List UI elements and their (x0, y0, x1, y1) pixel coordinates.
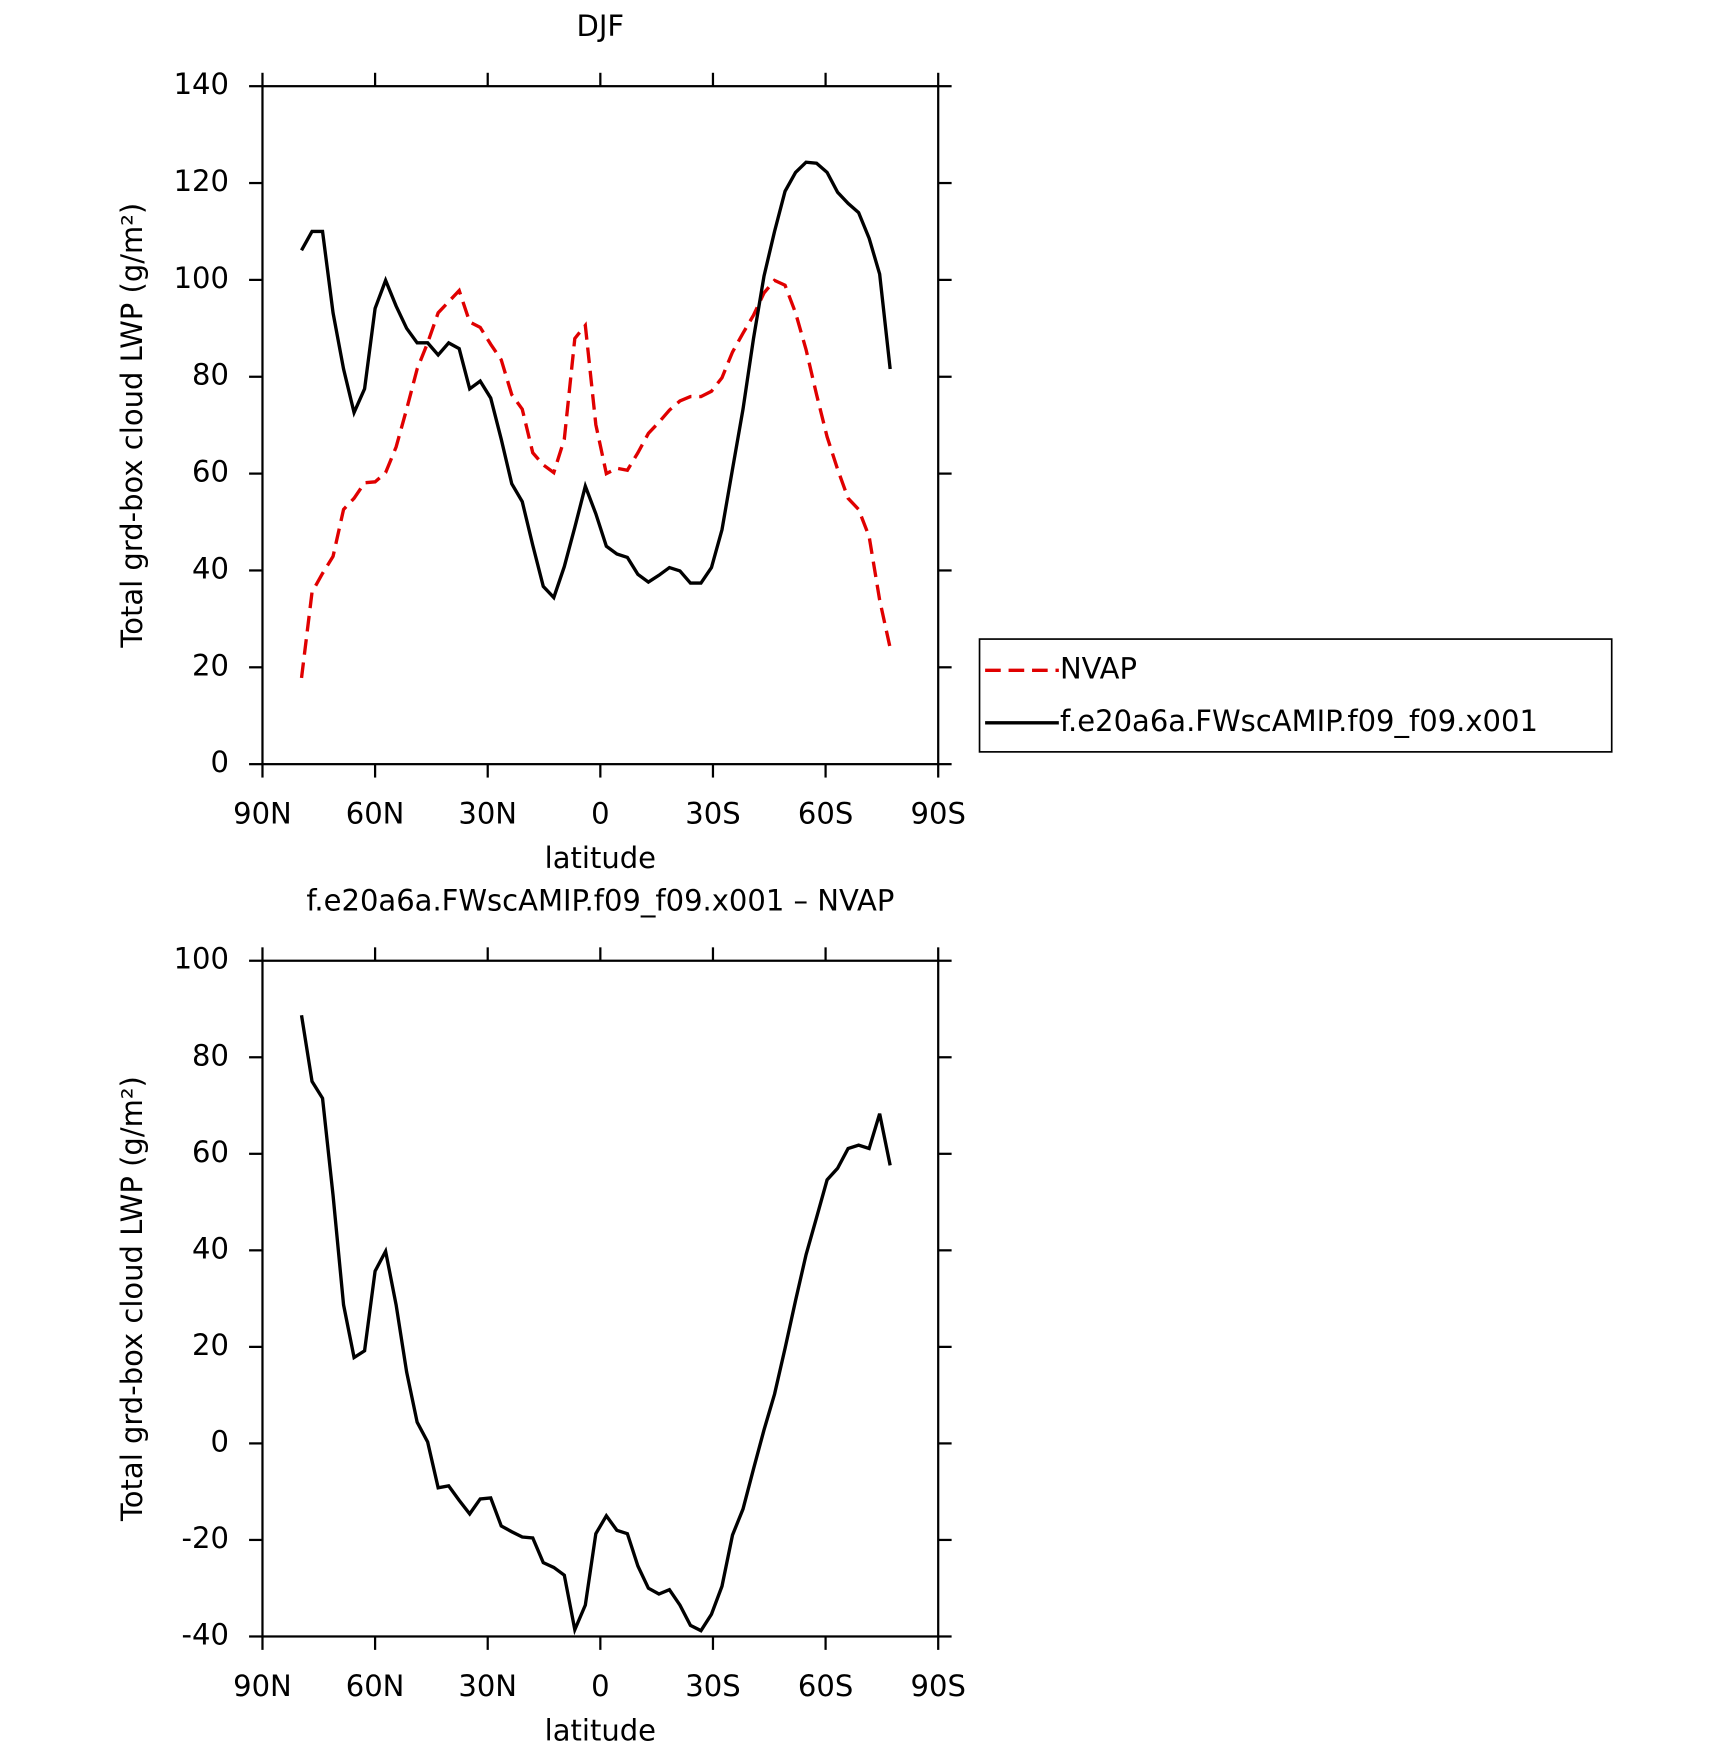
x-tick-label: 0 (591, 1669, 609, 1703)
y-tick-label: 0 (210, 745, 228, 779)
data-line (299, 278, 892, 679)
legend-label: f.e20a6a.FWscAMIP.f09_f09.x001 (1060, 704, 1538, 738)
y-tick-label: -40 (182, 1617, 229, 1651)
data-line (299, 1015, 892, 1636)
x-tick-label: 30S (685, 1669, 740, 1703)
y-tick-label: 120 (174, 164, 229, 198)
y-tick-label: 20 (192, 648, 229, 682)
x-tick-label: 30S (685, 797, 740, 831)
x-tick-label: 60S (798, 797, 853, 831)
plot-frame (261, 959, 940, 1638)
x-axis-label: latitude (545, 1714, 656, 1745)
y-tick-label: 140 (174, 67, 229, 101)
data-line (300, 160, 892, 601)
y-tick-label: -20 (182, 1521, 229, 1555)
y-axis-label: Total grd-box cloud LWP (g/m²) (115, 1076, 149, 1522)
x-tick-label: 90S (911, 797, 966, 831)
y-tick-label: 40 (192, 551, 229, 585)
y-tick-label: 40 (192, 1231, 229, 1265)
legend-label: NVAP (1060, 651, 1137, 685)
x-tick-label: 30N (458, 797, 517, 831)
y-tick-label: 0 (210, 1424, 228, 1458)
chart-title: DJF (577, 9, 625, 43)
x-axis-label: latitude (545, 841, 656, 875)
chart-title: f.e20a6a.FWscAMIP.f09_f09.x001 – NVAP (306, 884, 894, 918)
y-tick-label: 80 (192, 358, 229, 392)
y-axis-label: Total grd-box cloud LWP (g/m²) (115, 203, 149, 649)
x-tick-label: 60N (346, 1669, 405, 1703)
y-tick-label: 100 (174, 261, 229, 295)
x-tick-label: 0 (591, 797, 609, 831)
x-tick-label: 60S (798, 1669, 853, 1703)
x-tick-label: 60N (346, 797, 405, 831)
y-tick-label: 80 (192, 1038, 229, 1072)
y-tick-label: 60 (192, 455, 229, 489)
y-tick-label: 100 (174, 942, 229, 976)
legend-box (978, 638, 1613, 753)
x-tick-label: 30N (458, 1669, 517, 1703)
x-tick-label: 90S (911, 1669, 966, 1703)
y-tick-label: 60 (192, 1135, 229, 1169)
x-tick-label: 90N (233, 797, 292, 831)
x-tick-label: 90N (233, 1669, 292, 1703)
y-tick-label: 20 (192, 1328, 229, 1362)
